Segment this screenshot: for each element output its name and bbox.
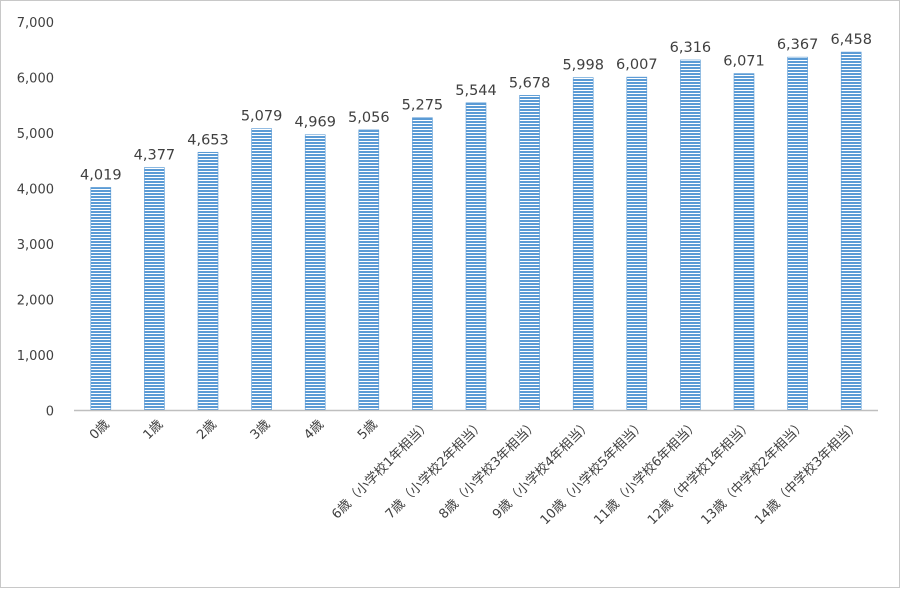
x-tick-label: 9歳（小学校4年相当） xyxy=(489,417,595,523)
data-label: 5,544 xyxy=(455,83,497,99)
data-label: 6,007 xyxy=(616,57,658,73)
x-tick-label: 5歳 xyxy=(355,417,381,443)
x-tick-label: 10歳（小学校5年相当） xyxy=(537,417,649,529)
x-tick-label: 13歳（中学校2年相当） xyxy=(698,417,810,529)
data-label: 4,377 xyxy=(134,148,176,164)
data-label: 5,056 xyxy=(348,110,390,126)
bar xyxy=(412,117,433,411)
bar xyxy=(465,102,487,411)
y-tick-label: 5,000 xyxy=(17,127,54,142)
y-tick-label: 6,000 xyxy=(17,72,54,87)
y-axis: 0 1,000 2,000 3,000 4,000 5,000 6,000 7,000 xyxy=(17,16,54,420)
data-label: 6,316 xyxy=(670,40,712,56)
data-label: 5,998 xyxy=(562,58,604,74)
x-tick-label: 12歳（中学校1年相当） xyxy=(644,417,756,529)
x-tick-label: 6歳（小学校1年相当） xyxy=(328,417,434,523)
data-label: 4,969 xyxy=(294,115,336,131)
bar xyxy=(840,51,862,411)
y-tick-label: 4,000 xyxy=(17,183,54,198)
data-label: 5,079 xyxy=(241,109,283,125)
data-label: 6,367 xyxy=(777,37,819,53)
y-tick-label: 7,000 xyxy=(17,16,54,31)
data-labels: 4,019 4,377 4,653 5,079 4,969 5,056 5,275 5,544… xyxy=(80,32,872,183)
bar xyxy=(680,59,701,411)
bar xyxy=(733,73,755,411)
bar xyxy=(519,95,540,411)
bar xyxy=(626,76,648,411)
bars xyxy=(90,51,862,411)
data-label: 6,071 xyxy=(723,54,765,70)
x-tick-label: 0歳 xyxy=(87,417,113,443)
bar xyxy=(572,77,594,411)
x-tick-label: 7歳（小学校2年相当） xyxy=(382,417,488,523)
bar xyxy=(358,129,380,411)
y-tick-label: 3,000 xyxy=(17,238,54,253)
x-tick-label: 1歳 xyxy=(141,417,167,443)
data-label: 5,678 xyxy=(509,75,551,91)
data-label: 5,275 xyxy=(402,98,444,114)
bar xyxy=(304,134,326,411)
bar xyxy=(144,167,165,411)
x-tick-label: 8歳（小学校3年相当） xyxy=(436,417,542,523)
y-tick-label: 2,000 xyxy=(17,294,54,309)
x-tick-label: 4歳 xyxy=(301,417,327,443)
data-label: 4,019 xyxy=(80,167,122,183)
bar xyxy=(251,128,272,411)
bar xyxy=(197,151,219,411)
y-tick-label: 1,000 xyxy=(17,349,54,364)
data-label: 6,458 xyxy=(830,32,872,48)
y-tick-label: 0 xyxy=(46,405,54,420)
data-label: 4,653 xyxy=(187,132,229,148)
x-tick-label: 3歳 xyxy=(248,417,274,443)
bar xyxy=(90,187,112,411)
x-tick-label: 14歳（中学校3年相当） xyxy=(751,417,863,529)
x-tick-label: 2歳 xyxy=(194,417,220,443)
bar xyxy=(787,56,808,411)
x-axis-tick-labels: 0歳 1歳 2歳 3歳 4歳 5歳6歳（小学校1年相当）7歳（小学校2年相当）8歳（小学校… xyxy=(87,417,863,529)
x-tick-label: 11歳（小学校6年相当） xyxy=(591,417,703,529)
